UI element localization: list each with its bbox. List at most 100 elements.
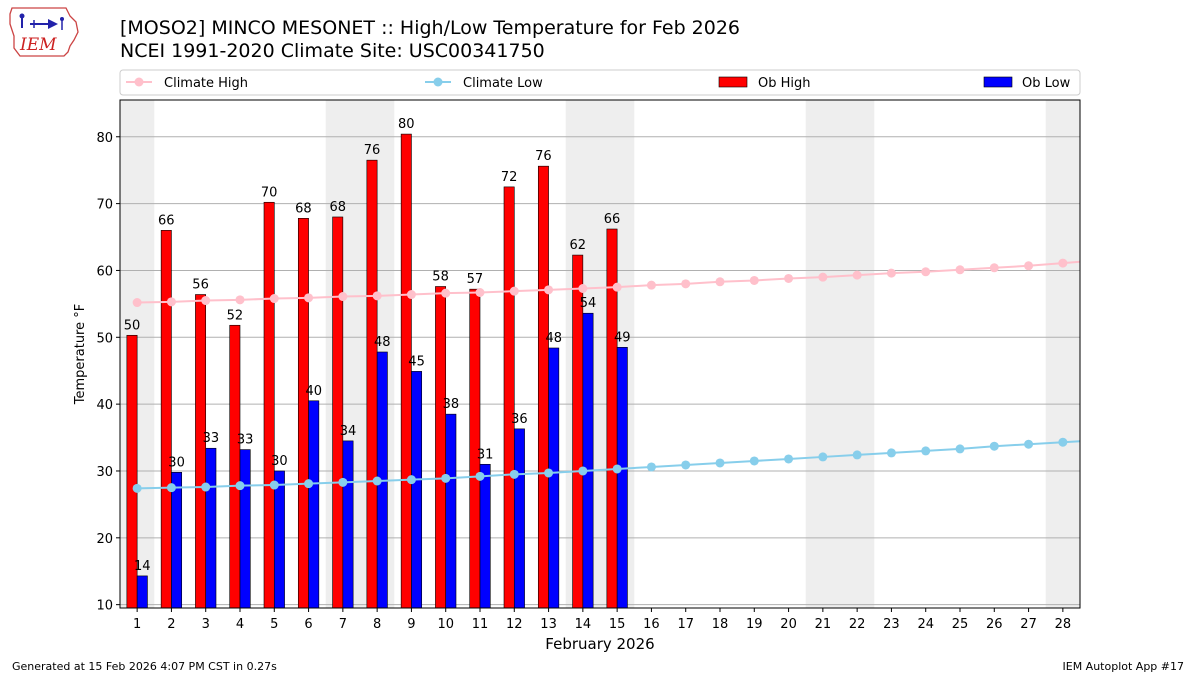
bar-ob-high: [332, 216, 344, 609]
footer-generated: Generated at 15 Feb 2026 4:07 PM CST in …: [12, 660, 277, 673]
legend-climate-high-marker: [134, 77, 144, 87]
bar-ob-high: [537, 165, 549, 609]
x-tick-label: 21: [815, 617, 832, 632]
climate-high-point: [921, 267, 931, 277]
x-tick-label: 14: [575, 617, 592, 632]
climate-high-point: [1024, 261, 1034, 271]
x-tick-label: 22: [849, 617, 866, 632]
bar-ob-low: [205, 447, 217, 609]
bar-label-ob-high: 76: [535, 149, 552, 164]
bar-label-ob-low: 33: [203, 431, 220, 446]
climate-high-point: [784, 273, 794, 283]
climate-low-point: [681, 460, 691, 470]
bar-label-ob-high: 50: [124, 318, 141, 333]
climate-low-point: [852, 450, 862, 460]
bar-label-ob-high: 58: [432, 269, 449, 284]
climate-low-point: [269, 480, 279, 490]
bar-ob-high: [263, 201, 275, 609]
climate-low-point: [749, 456, 759, 466]
bar-ob-low: [479, 463, 491, 609]
legend-climate-low-label: Climate Low: [463, 76, 543, 91]
bar-label-ob-high: 66: [158, 213, 175, 228]
bar-label-ob-high: 52: [227, 308, 244, 323]
bar-label-ob-low: 30: [168, 455, 185, 470]
climate-high-point: [509, 286, 519, 296]
bar-label-ob-low: 34: [340, 424, 357, 439]
x-tick-label: 28: [1055, 617, 1072, 632]
climate-low-point: [406, 475, 416, 485]
bar-label-ob-low: 30: [271, 454, 288, 469]
y-axis-label: Temperature °F: [73, 304, 88, 405]
climate-high-point: [372, 291, 382, 301]
climate-low-point: [955, 444, 965, 454]
climate-high-point: [715, 277, 725, 287]
climate-low-point: [784, 454, 794, 464]
climate-high-point: [886, 268, 896, 278]
weekend-shade: [1045, 100, 1080, 608]
climate-high-point: [1058, 258, 1068, 268]
x-tick-label: 2: [167, 617, 175, 632]
legend-ob-high-label: Ob High: [758, 76, 811, 91]
bar-label-ob-high: 68: [295, 201, 312, 216]
bar-label-ob-high: 80: [398, 117, 415, 132]
x-tick-label: 6: [304, 617, 312, 632]
x-tick-label: 11: [472, 617, 489, 632]
x-tick-label: 3: [202, 617, 210, 632]
y-tick-label: 20: [96, 532, 113, 547]
bar-label-ob-low: 31: [477, 447, 494, 462]
y-tick-label: 60: [96, 264, 113, 279]
bar-label-ob-low: 54: [580, 296, 597, 311]
climate-low-point: [475, 471, 485, 481]
climate-low-point: [372, 476, 382, 486]
bar-ob-low: [273, 470, 285, 609]
x-tick-label: 20: [780, 617, 797, 632]
climate-low-point: [989, 441, 999, 451]
bar-label-ob-high: 62: [569, 238, 586, 253]
climate-low-point: [715, 458, 725, 468]
legend-ob-low-label: Ob Low: [1022, 76, 1071, 91]
bar-label-ob-high: 68: [329, 200, 346, 215]
bar-label-ob-low: 14: [134, 559, 151, 574]
chart-title: [MOSO2] MINCO MESONET :: High/Low Temper…: [120, 17, 741, 39]
bar-label-ob-high: 72: [501, 170, 518, 185]
y-tick-label: 10: [96, 599, 113, 614]
climate-high-point: [681, 279, 691, 289]
climate-low-point: [338, 477, 348, 487]
x-tick-label: 4: [236, 617, 244, 632]
bar-ob-high: [195, 294, 207, 609]
bar-label-ob-high: 56: [192, 278, 209, 293]
plot-frame: [119, 99, 1081, 609]
climate-low-point: [1024, 439, 1034, 449]
y-tick-label: 30: [96, 465, 113, 480]
y-tick-label: 50: [96, 331, 113, 346]
climate-low-point: [132, 483, 142, 493]
bar-ob-low: [239, 449, 251, 609]
chart-subtitle: NCEI 1991-2020 Climate Site: USC00341750: [120, 40, 545, 62]
x-tick-label: 23: [883, 617, 900, 632]
bar-ob-low: [445, 413, 457, 609]
climate-low-point: [1058, 437, 1068, 447]
bar-ob-low: [513, 428, 525, 609]
bar-label-ob-high: 66: [604, 212, 621, 227]
x-tick-label: 16: [643, 617, 660, 632]
x-tick-label: 13: [540, 617, 557, 632]
bar-ob-high: [400, 133, 412, 609]
bar-label-ob-high: 70: [261, 185, 278, 200]
footer-app: IEM Autoplot App #17: [1062, 660, 1185, 673]
bar-label-ob-high: 57: [467, 272, 484, 287]
climate-high-point: [304, 293, 314, 303]
legend-ob-high-swatch: [718, 76, 748, 88]
climate-high-point: [406, 290, 416, 300]
bar-ob-low: [308, 400, 320, 609]
climate-low-point: [441, 473, 451, 483]
bar-ob-high: [435, 286, 447, 609]
bar-label-ob-low: 48: [374, 335, 391, 350]
x-tick-label: 25: [952, 617, 969, 632]
climate-high-point: [818, 272, 828, 282]
x-axis-label: February 2026: [545, 635, 654, 653]
x-tick-label: 10: [437, 617, 454, 632]
climate-low-point: [544, 468, 554, 478]
climate-low-point: [201, 482, 211, 492]
climate-low-point: [646, 462, 656, 472]
legend-box: [119, 69, 1081, 96]
